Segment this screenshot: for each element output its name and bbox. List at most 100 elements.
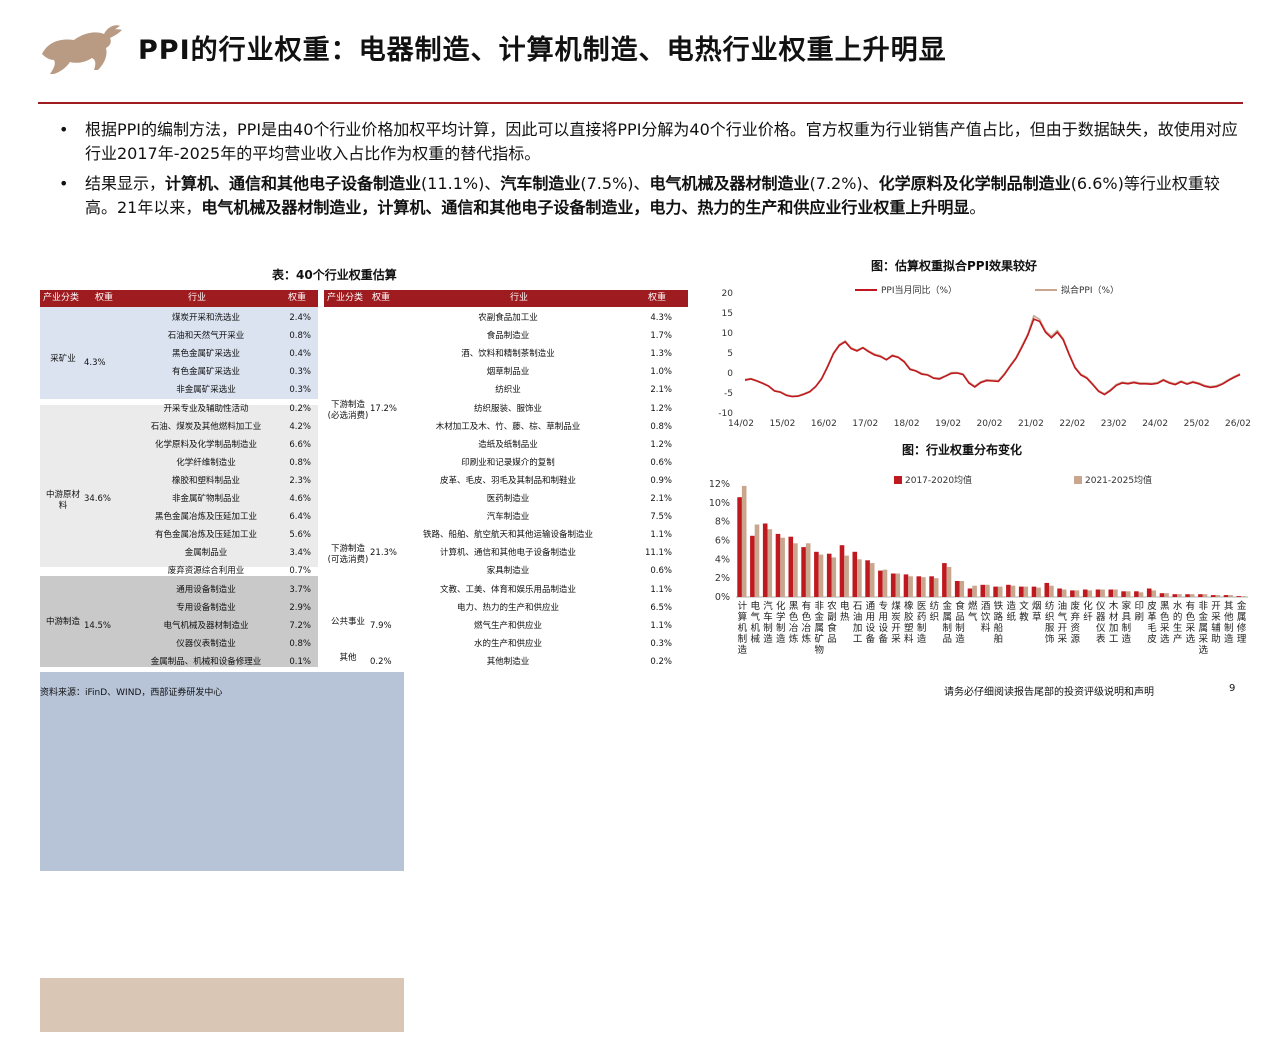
right-industry-weight: 0.6% [650, 566, 672, 577]
right-industry-weight: 1.0% [650, 367, 672, 378]
category-label: 通用设备 [866, 601, 876, 645]
category-label: 其他制造 [1224, 601, 1234, 645]
y-tick-label: 0% [715, 592, 730, 603]
industry-weight-table: 产业分类 权重 行业 权重 产业分类 权重 行业 权重 采矿业 4.3% 煤炭开采和… [40, 290, 690, 1054]
bullet-item-1: • 根据PPI的编制方法，PPI是由40个行业价格加权平均计算，因此可以直接将P… [55, 118, 1245, 166]
category-label: 有色冶炼 [802, 600, 812, 645]
category-label: 黑色采选 [1160, 601, 1170, 645]
bar [775, 533, 781, 597]
bar [793, 543, 798, 597]
header-category-r: 产业分类 [327, 293, 364, 303]
bullet-text-2j: 电气机械及器材制造业，计算机、通信和其他电子设备制造业，电力、热力的生产和供应业… [201, 198, 970, 217]
right-group-weight: 21.3% [370, 548, 398, 559]
bar [929, 576, 934, 597]
y-tick-label: 12% [709, 479, 730, 490]
right-industry-name: 农副食品加工业 [478, 313, 538, 323]
category-label: 黑色冶炼 [789, 601, 799, 645]
left-industry-weight: 4.6% [289, 494, 311, 504]
source-note: 资料来源：iFinD、WIND，西部证券研发中心 [40, 688, 223, 698]
y-tick-label: 10% [709, 498, 730, 509]
right-group-name: 下游制造(可选消费) [327, 544, 369, 566]
category-label: 化纤 [1083, 600, 1093, 623]
right-industry-weight: 1.1% [650, 620, 672, 631]
bar [839, 545, 845, 597]
right-group-weight: 7.9% [370, 620, 392, 631]
bar [1210, 595, 1216, 597]
left-group-weight: 14.5% [84, 620, 112, 631]
left-row-rule [40, 567, 244, 569]
bar [908, 576, 913, 597]
left-group-bg [40, 290, 318, 399]
left-industry-weight: 0.2% [289, 403, 311, 414]
disclaimer: 请务必仔细阅读报告尾部的投资评级说明和声明 [944, 687, 1154, 698]
bar [1036, 587, 1041, 597]
bar [1138, 592, 1144, 597]
y-tick-label: 8% [715, 517, 730, 528]
bullet-text-2c: (11.1%)、 [421, 174, 501, 193]
left-industry-name: 专用设备制造业 [176, 602, 236, 613]
header-weight2: 权重 [288, 293, 307, 303]
right-industry-weight: 0.8% [650, 421, 672, 432]
right-group-bg [40, 1034, 404, 1053]
bar [1189, 594, 1195, 597]
bullet-text-1: 根据PPI的编制方法，PPI是由40个行业价格加权平均计算，因此可以直接将PPI… [85, 120, 1238, 163]
left-row-rule [40, 398, 244, 400]
bar [972, 585, 977, 597]
category-label: 燃气 [968, 600, 978, 623]
category-label: 铁路船舶 [994, 600, 1004, 645]
left-row-rule [40, 572, 244, 574]
category-label: 油气开采 [1058, 600, 1068, 645]
bullet-text-2k: 。 [969, 198, 986, 217]
category-label: 纺织服饰 [1045, 600, 1055, 645]
right-industry-weight: 0.6% [650, 457, 672, 468]
category-label: 石油加工 [853, 601, 863, 645]
x-tick-label: 20/02 [977, 419, 1003, 429]
y-tick-label: 20 [722, 289, 734, 299]
bar [954, 581, 960, 597]
y-tick-label: 15 [722, 309, 733, 319]
bull-logo-icon [42, 25, 122, 74]
bullet-text-2b: 计算机、通信和其他电子设备制造业 [165, 174, 422, 193]
left-industry-weight: 3.4% [289, 548, 311, 559]
left-industry-name: 黑色金属矿采选业 [171, 349, 240, 360]
category-label: 文教 [1019, 600, 1029, 623]
left-industry-weight: 5.6% [289, 530, 311, 541]
left-group-rule [40, 403, 318, 405]
right-industry-name: 计算机、通信和其他电子设备制造业 [439, 548, 576, 559]
bullet-dot-icon: • [59, 174, 69, 193]
left-industry-name: 黑色金属冶炼及压延加工业 [154, 512, 257, 523]
y-tick-label: 4% [715, 554, 730, 565]
left-row-rule [40, 568, 244, 570]
category-label: 纺织 [930, 600, 940, 623]
bar [1241, 596, 1246, 597]
category-label: 造纸 [1006, 600, 1016, 623]
bar [1228, 595, 1233, 597]
category-label: 农副食品 [827, 600, 837, 645]
bar [1070, 590, 1075, 597]
bar [933, 578, 939, 597]
bar [1151, 590, 1157, 597]
bar [780, 537, 785, 597]
right-industry-weight: 1.3% [650, 349, 672, 360]
y-tick-label: 2% [715, 573, 730, 584]
left-industry-name: 煤炭开采和洗选业 [171, 313, 240, 323]
right-industry-weight: 0.2% [650, 656, 672, 667]
right-industry-weight: 1.7% [650, 331, 672, 342]
bar [1146, 588, 1152, 597]
right-industry-weight: 6.5% [650, 602, 672, 613]
bar [903, 574, 909, 597]
left-industry-weight: 0.3% [289, 367, 311, 378]
bar [1177, 594, 1182, 597]
series-line [744, 317, 1241, 398]
category-label: 计算机制造 [738, 600, 748, 656]
left-industry-name: 开采专业及辅助性活动 [163, 403, 249, 414]
right-industry-weight: 0.9% [650, 475, 672, 486]
bar [801, 547, 806, 597]
bar [916, 576, 922, 597]
category-label: 烟草 [1032, 600, 1042, 623]
category-label: 非金属采选 [1198, 600, 1208, 656]
header-industry: 行业 [188, 293, 207, 303]
x-tick-label: 14/02 [728, 419, 754, 429]
legend-label: 2017-2020均值 [905, 474, 972, 486]
